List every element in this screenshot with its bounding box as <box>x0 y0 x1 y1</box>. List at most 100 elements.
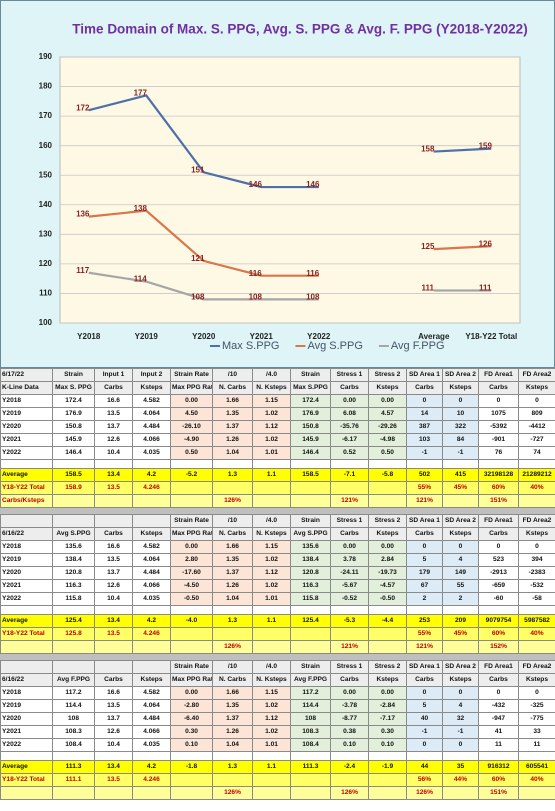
y-tick-label: 190 <box>39 52 53 61</box>
table-cell: 1.37 <box>212 566 253 580</box>
table-cell: 6/16/22 <box>0 673 53 687</box>
table-cell: 4 <box>442 699 479 713</box>
table-cell: 11 <box>478 738 519 752</box>
blank-cell <box>368 605 407 615</box>
table-cell: 2 <box>442 592 479 606</box>
table-row: Strain Rate/10/4.0 Strain Stress 1 Stress 2… <box>0 514 555 528</box>
table-row: Y2022 108.4 10.4 4.035 0.10 1.04 1.01 108.4 0.10… <box>0 738 555 752</box>
table-cell <box>442 786 479 800</box>
table-cell: Ksteps <box>132 527 171 541</box>
table-cell: 1.66 <box>212 686 253 700</box>
table-cell: 1.02 <box>252 579 291 593</box>
table-cell: -1.8 <box>170 760 213 774</box>
table-cell: 1.3 <box>212 760 253 774</box>
table-cell: 4.066 <box>132 579 171 593</box>
table-cell <box>368 773 407 787</box>
x-tick-label: Y2018 <box>77 332 101 341</box>
table-cell: /10 <box>212 660 253 674</box>
table-cell: 60% <box>478 481 519 495</box>
table-cell: Stress 2 <box>368 514 407 528</box>
table-cell: 11 <box>518 738 555 752</box>
table-cell: 172.4 <box>52 394 95 408</box>
table-cell: Y2022 <box>0 738 53 752</box>
table-cell: SD Area 2 <box>442 514 479 528</box>
table-cell: 5987582 <box>518 614 555 628</box>
table-cell: 605541 <box>518 760 555 774</box>
table-cell: 1.01 <box>252 738 291 752</box>
table-cell: 6/17/22 <box>0 368 53 382</box>
table-cell <box>368 481 407 495</box>
blank-cell <box>52 459 95 469</box>
table-cell <box>94 514 133 528</box>
table-cell: 108.4 <box>290 738 331 752</box>
blank-cell <box>442 459 479 469</box>
table-cell: Y2020 <box>0 566 53 580</box>
blank-cell <box>478 459 519 469</box>
table-cell: 1.26 <box>212 725 253 739</box>
table-cell: 45% <box>442 627 479 641</box>
table-row: 6/17/22 Strain Input 1 Input 2 Strain Rate/1… <box>0 368 555 382</box>
table-cell: 16.6 <box>94 394 133 408</box>
table-cell: 120.8 <box>290 566 331 580</box>
table-cell: 1.15 <box>252 686 291 700</box>
table-cell: 13.4 <box>94 468 133 482</box>
table-cell: 4.484 <box>132 420 171 434</box>
table-cell: 108.4 <box>52 738 95 752</box>
table-cell: 0.00 <box>170 686 213 700</box>
table-cell: 116.3 <box>290 579 331 593</box>
table-cell: 151% <box>478 786 519 800</box>
table-cell: N. Carbs <box>212 527 253 541</box>
table-cell: 0.00 <box>368 540 407 554</box>
data-label: 177 <box>134 89 148 98</box>
table-cell: 76 <box>478 446 519 460</box>
table-cell: Stress 2 <box>368 368 407 382</box>
data-label: 172 <box>76 103 90 112</box>
table-cell: Carbs <box>406 673 443 687</box>
table-cell <box>518 494 555 508</box>
table-cell: -4.98 <box>368 433 407 447</box>
table-cell: Carbs <box>406 381 443 395</box>
blank-cell <box>290 459 331 469</box>
table-cell <box>290 786 331 800</box>
table-cell: -1 <box>442 725 479 739</box>
table-cell: Average <box>0 468 53 482</box>
blank-cell <box>290 751 331 761</box>
table-cell: -4.0 <box>170 614 213 628</box>
table-row: Y2018 117.2 16.6 4.582 0.00 1.66 1.15 117.2 0.00… <box>0 686 555 700</box>
table-cell: 121% <box>330 494 369 508</box>
data-label: 111 <box>422 284 435 293</box>
data-label: 125 <box>421 242 435 251</box>
table-cell <box>330 481 369 495</box>
table-cell: 126% <box>212 494 253 508</box>
table-cell: 523 <box>478 553 519 567</box>
table-cell: 172.4 <box>290 394 331 408</box>
table-cell: 1.37 <box>212 712 253 726</box>
table-cell: 158.5 <box>52 468 95 482</box>
blank-cell <box>478 605 519 615</box>
table-cell: 1.12 <box>252 712 291 726</box>
table-cell <box>0 514 53 528</box>
table-row: Y2021 108.3 12.6 4.066 0.30 1.26 1.02 108.3 0.38… <box>0 725 555 739</box>
table-row: Y2019 138.4 13.5 4.064 2.80 1.35 1.02 138.4 3.78… <box>0 553 555 567</box>
table-cell <box>368 640 407 654</box>
table-row: Y2020 120.8 13.7 4.484 -17.60 1.37 1.12 120.8 -2… <box>0 566 555 580</box>
table-cell: 60% <box>478 627 519 641</box>
data-label: 126 <box>479 239 493 248</box>
table-cell <box>0 786 53 800</box>
table-cell: 41 <box>478 725 519 739</box>
x-tick-label: Y2019 <box>135 332 159 341</box>
table-cell: 5 <box>406 699 443 713</box>
blank-cell <box>0 751 53 761</box>
table-cell: 33 <box>518 725 555 739</box>
table-cell: 135.6 <box>290 540 331 554</box>
table-cell: -58 <box>518 592 555 606</box>
data-label: 146 <box>306 180 320 189</box>
table-cell: 809 <box>518 407 555 421</box>
table-cell: Carbs <box>330 527 369 541</box>
data-label: 108 <box>306 292 320 301</box>
table-cell: Strain Rate <box>170 368 213 382</box>
table-cell: 158.9 <box>52 481 95 495</box>
table-cell: -2.80 <box>170 699 213 713</box>
legend-label: Avg F.PPG <box>391 340 445 352</box>
table-cell: 4.582 <box>132 540 171 554</box>
